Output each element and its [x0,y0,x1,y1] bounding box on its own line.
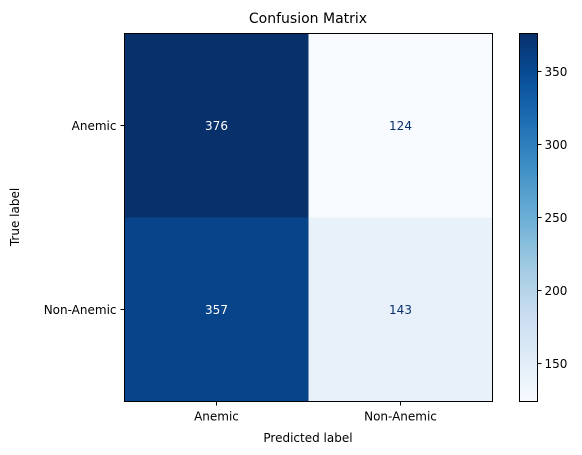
y-axis-ticks: Anemic Non-Anemic [44,119,125,317]
y-tick-label: Anemic [72,119,117,133]
colorbar-tick-label: 150 [545,357,568,371]
cell-value-label: 376 [205,119,228,133]
heatmap-cell [308,33,493,218]
y-axis-label: True label [8,188,22,247]
colorbar [519,33,538,402]
cell-value-label: 143 [389,303,412,317]
colorbar-ticks: 150 200 250 300 350 [537,65,568,371]
x-tick-label: Non-Anemic [364,410,437,424]
cell-value-labels: 376 124 357 143 [205,119,412,317]
y-tick-label: Non-Anemic [44,303,117,317]
x-axis-ticks: Anemic Non-Anemic [194,401,437,424]
x-tick-label: Anemic [194,410,239,424]
colorbar-tick-label: 200 [545,284,568,298]
colorbar-tick-label: 300 [545,138,568,152]
colorbar-tick-label: 350 [545,65,568,79]
x-axis-label: Predicted label [263,431,352,445]
cell-value-label: 357 [205,303,228,317]
colorbar-tick-label: 250 [545,211,568,225]
heatmap-cell [124,33,309,218]
heatmap-cell [308,217,493,402]
chart-title: Confusion Matrix [249,11,367,27]
plot-frame [124,33,493,402]
cell-value-label: 124 [389,119,412,133]
heatmap-cell [124,217,309,402]
heatmap-cells [124,33,493,402]
